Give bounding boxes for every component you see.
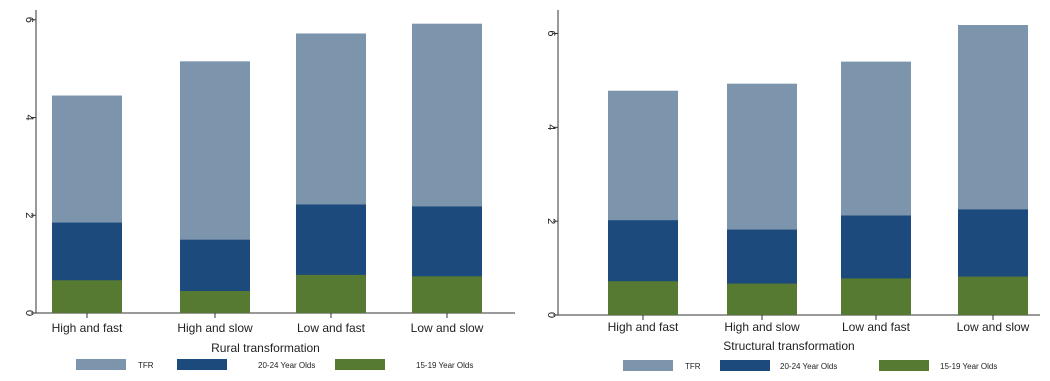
y-tick-label: 4 (23, 114, 35, 120)
x-axis-title: Structural transformation (723, 339, 854, 353)
x-tick-label: Low and fast (297, 321, 366, 335)
x-tick-label: Low and fast (842, 320, 911, 334)
bar-15-19-year-olds (180, 291, 250, 313)
x-tick-label: High and fast (608, 320, 679, 334)
legend-label: TFR (138, 361, 154, 370)
legend-swatch (76, 359, 126, 370)
y-tick-label: 0 (23, 310, 35, 316)
y-tick-label: 2 (545, 218, 557, 224)
legend-swatch (879, 360, 929, 371)
bar-15-19-year-olds (841, 278, 911, 315)
legend-swatch (177, 359, 227, 370)
y-tick-label: 4 (545, 124, 557, 130)
y-tick-label: 6 (545, 30, 557, 36)
bar-15-19-year-olds (296, 274, 366, 313)
y-tick-label: 6 (23, 17, 35, 23)
legend-label: 15-19 Year Olds (416, 361, 473, 370)
y-tick-label: 2 (23, 212, 35, 218)
legend-swatch (720, 360, 770, 371)
legend-label: 20-24 Year Olds (780, 362, 837, 371)
bar-15-19-year-olds (958, 276, 1028, 315)
x-tick-label: High and slow (724, 320, 800, 334)
legend-label: 15-19 Year Olds (940, 362, 997, 371)
x-tick-label: High and fast (52, 321, 123, 335)
chart-panel-1: 0 2 4 6 High and fast High and slow Low and fa… (23, 10, 515, 370)
bar-15-19-year-olds (608, 281, 678, 315)
chart-panel-2: 0 2 4 6 High and fast High and slow Low and fa… (545, 10, 1040, 371)
x-tick-label: Low and slow (411, 321, 484, 335)
legend-label: 20-24 Year Olds (258, 361, 315, 370)
bar-15-19-year-olds (412, 276, 482, 313)
x-tick-label: Low and slow (957, 320, 1030, 334)
legend-label: TFR (685, 362, 701, 371)
bar-15-19-year-olds (52, 280, 122, 313)
y-tick-label: 0 (545, 312, 557, 318)
legend-swatch (335, 359, 385, 370)
bar-15-19-year-olds (727, 283, 797, 315)
legend-swatch (623, 360, 673, 371)
x-axis-title: Rural transformation (211, 341, 320, 355)
x-tick-label: High and slow (177, 321, 253, 335)
